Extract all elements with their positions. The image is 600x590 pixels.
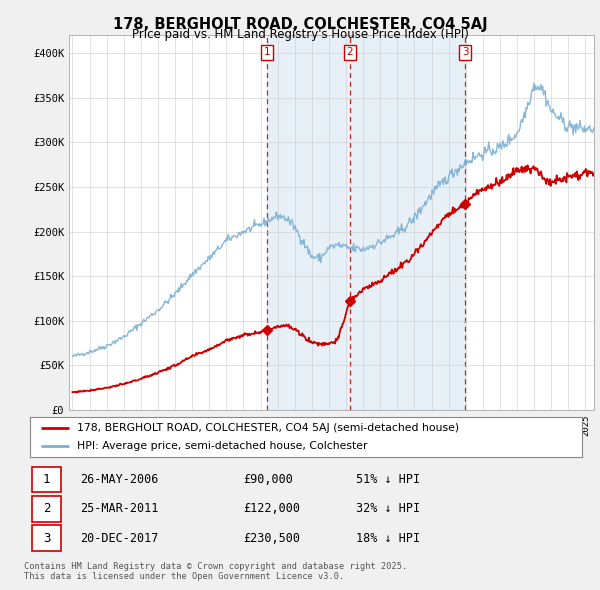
- FancyBboxPatch shape: [32, 525, 61, 551]
- Text: Price paid vs. HM Land Registry's House Price Index (HPI): Price paid vs. HM Land Registry's House …: [131, 28, 469, 41]
- Text: 2: 2: [347, 47, 353, 57]
- Text: £230,500: £230,500: [244, 532, 301, 545]
- Text: 3: 3: [43, 532, 50, 545]
- Text: 51% ↓ HPI: 51% ↓ HPI: [356, 473, 421, 486]
- Text: 1: 1: [264, 47, 271, 57]
- Text: 25-MAR-2011: 25-MAR-2011: [80, 502, 158, 516]
- FancyBboxPatch shape: [32, 496, 61, 522]
- Text: 20-DEC-2017: 20-DEC-2017: [80, 532, 158, 545]
- Text: 178, BERGHOLT ROAD, COLCHESTER, CO4 5AJ: 178, BERGHOLT ROAD, COLCHESTER, CO4 5AJ: [113, 17, 487, 31]
- Text: 32% ↓ HPI: 32% ↓ HPI: [356, 502, 421, 516]
- Text: £122,000: £122,000: [244, 502, 301, 516]
- Text: 1: 1: [43, 473, 50, 486]
- Text: 178, BERGHOLT ROAD, COLCHESTER, CO4 5AJ (semi-detached house): 178, BERGHOLT ROAD, COLCHESTER, CO4 5AJ …: [77, 423, 459, 433]
- Bar: [268, 35, 465, 410]
- Text: 3: 3: [462, 47, 469, 57]
- Text: HPI: Average price, semi-detached house, Colchester: HPI: Average price, semi-detached house,…: [77, 441, 367, 451]
- Text: 26-MAY-2006: 26-MAY-2006: [80, 473, 158, 486]
- FancyBboxPatch shape: [32, 467, 61, 493]
- Text: 2: 2: [43, 502, 50, 516]
- Text: Contains HM Land Registry data © Crown copyright and database right 2025.
This d: Contains HM Land Registry data © Crown c…: [24, 562, 407, 581]
- Text: £90,000: £90,000: [244, 473, 293, 486]
- Text: 18% ↓ HPI: 18% ↓ HPI: [356, 532, 421, 545]
